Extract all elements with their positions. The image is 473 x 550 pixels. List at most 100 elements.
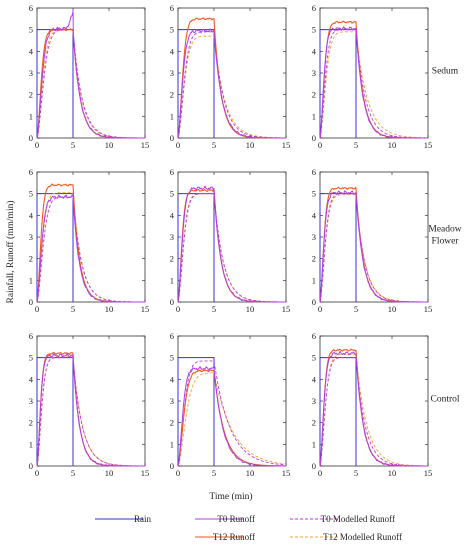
x-tick-label: 15 xyxy=(424,468,433,478)
t12-runoff-series xyxy=(319,186,428,303)
y-tick-label: 3 xyxy=(29,68,33,78)
t0-modelled-series xyxy=(177,31,287,139)
y-tick-label: 2 xyxy=(170,254,174,264)
y-tick-label: 2 xyxy=(170,418,174,428)
y-tick-label: 1 xyxy=(170,275,174,285)
t12-runoff-series xyxy=(36,351,145,467)
y-axis-title: Rainfall, Runoff (mm/min) xyxy=(5,201,16,304)
x-tick-label: 0 xyxy=(176,304,180,314)
y-tick-label: 0 xyxy=(312,297,316,307)
legend-label: T0 Modelled Runoff xyxy=(321,514,395,524)
t12-modelled-series xyxy=(177,193,286,303)
y-tick-label: 5 xyxy=(170,189,174,199)
y-tick-label: 1 xyxy=(312,439,316,449)
rain-series xyxy=(36,29,74,138)
x-tick-label: 0 xyxy=(35,468,39,478)
y-tick-label: 0 xyxy=(170,461,174,471)
y-tick-label: 6 xyxy=(312,331,316,341)
row-label: Control xyxy=(430,394,459,404)
x-tick-label: 5 xyxy=(354,140,358,150)
y-tick-label: 5 xyxy=(312,353,316,363)
y-tick-label: 1 xyxy=(312,111,316,121)
t0-runoff-series xyxy=(319,190,429,303)
rain-series xyxy=(319,29,357,138)
rain-series xyxy=(177,29,215,138)
t0-modelled-series xyxy=(36,29,145,139)
t0-runoff-series xyxy=(177,28,286,139)
y-tick-label: 4 xyxy=(29,210,34,220)
row-label: Meadow xyxy=(428,224,461,234)
y-tick-label: 3 xyxy=(170,232,174,242)
x-tick-label: 10 xyxy=(105,304,114,314)
legend-label: T12 Modelled Runoff xyxy=(323,532,402,542)
panel-r1-c2: 0 1 2 3 4 5 6 0 5 10 15 xyxy=(170,3,291,150)
y-tick-label: 5 xyxy=(312,189,316,199)
row-label: Flower xyxy=(432,236,460,246)
t12-modelled-series xyxy=(319,31,429,139)
y-tick-label: 2 xyxy=(170,90,174,100)
y-tick-label: 1 xyxy=(312,275,316,285)
x-tick-label: 5 xyxy=(71,304,75,314)
t0-runoff-series xyxy=(36,194,145,303)
y-tick-label: 1 xyxy=(170,439,174,449)
t0-modelled-series xyxy=(177,193,286,303)
x-tick-label: 10 xyxy=(388,304,397,314)
y-tick-label: 4 xyxy=(312,46,317,56)
y-tick-label: 5 xyxy=(312,25,316,35)
x-tick-label: 5 xyxy=(71,140,75,150)
panel-r2-c2: 0 1 2 3 4 5 6 0 5 10 15 xyxy=(170,167,291,314)
y-tick-label: 6 xyxy=(312,167,316,177)
x-tick-label: 0 xyxy=(318,304,322,314)
y-tick-label: 6 xyxy=(312,3,316,13)
legend-label: Rain xyxy=(134,514,151,524)
x-tick-label: 15 xyxy=(282,304,291,314)
x-tick-label: 5 xyxy=(354,468,358,478)
rain-series xyxy=(36,193,74,302)
y-tick-label: 5 xyxy=(29,25,33,35)
y-tick-label: 4 xyxy=(312,374,317,384)
rain-series xyxy=(177,193,215,302)
y-tick-label: 2 xyxy=(312,254,316,264)
t12-modelled-series xyxy=(36,192,145,303)
t0-modelled-series xyxy=(319,29,428,139)
t0-modelled-series xyxy=(177,360,287,467)
panel-r1-c3: 0 1 2 3 4 5 6 0 5 10 15 xyxy=(312,3,433,150)
y-tick-label: 1 xyxy=(170,111,174,121)
y-tick-label: 0 xyxy=(312,133,316,143)
y-tick-label: 3 xyxy=(29,396,33,406)
panel-r2-c3: 0 1 2 3 4 5 6 0 5 10 15 xyxy=(312,167,433,314)
x-tick-label: 0 xyxy=(176,140,180,150)
y-tick-label: 4 xyxy=(170,210,175,220)
panel-frame xyxy=(319,171,429,303)
y-tick-label: 4 xyxy=(312,210,317,220)
panel-frame xyxy=(36,171,146,303)
legend-label: T12 Runoff xyxy=(213,532,255,542)
y-tick-label: 4 xyxy=(29,46,34,56)
y-tick-label: 5 xyxy=(29,353,33,363)
rain-series xyxy=(36,357,74,466)
y-tick-label: 2 xyxy=(29,254,33,264)
y-tick-label: 0 xyxy=(29,133,33,143)
y-tick-label: 3 xyxy=(170,396,174,406)
y-tick-label: 3 xyxy=(29,232,33,242)
y-tick-label: 1 xyxy=(29,439,33,449)
y-tick-label: 3 xyxy=(170,68,174,78)
x-tick-label: 0 xyxy=(35,140,39,150)
x-tick-label: 10 xyxy=(388,468,397,478)
t0-runoff-series xyxy=(319,26,429,139)
y-tick-label: 6 xyxy=(170,331,174,341)
t12-runoff-series xyxy=(319,348,428,467)
x-tick-label: 5 xyxy=(354,304,358,314)
y-tick-label: 2 xyxy=(29,90,33,100)
y-tick-label: 5 xyxy=(170,353,174,363)
y-tick-label: 6 xyxy=(29,331,33,341)
y-tick-label: 6 xyxy=(29,3,33,13)
t12-runoff-series xyxy=(177,188,286,303)
t0-runoff-series xyxy=(177,366,287,467)
x-tick-label: 0 xyxy=(35,304,39,314)
t0-modelled-series xyxy=(36,357,145,467)
t0-modelled-series xyxy=(319,357,428,467)
y-tick-label: 0 xyxy=(170,133,174,143)
y-tick-label: 3 xyxy=(312,232,316,242)
